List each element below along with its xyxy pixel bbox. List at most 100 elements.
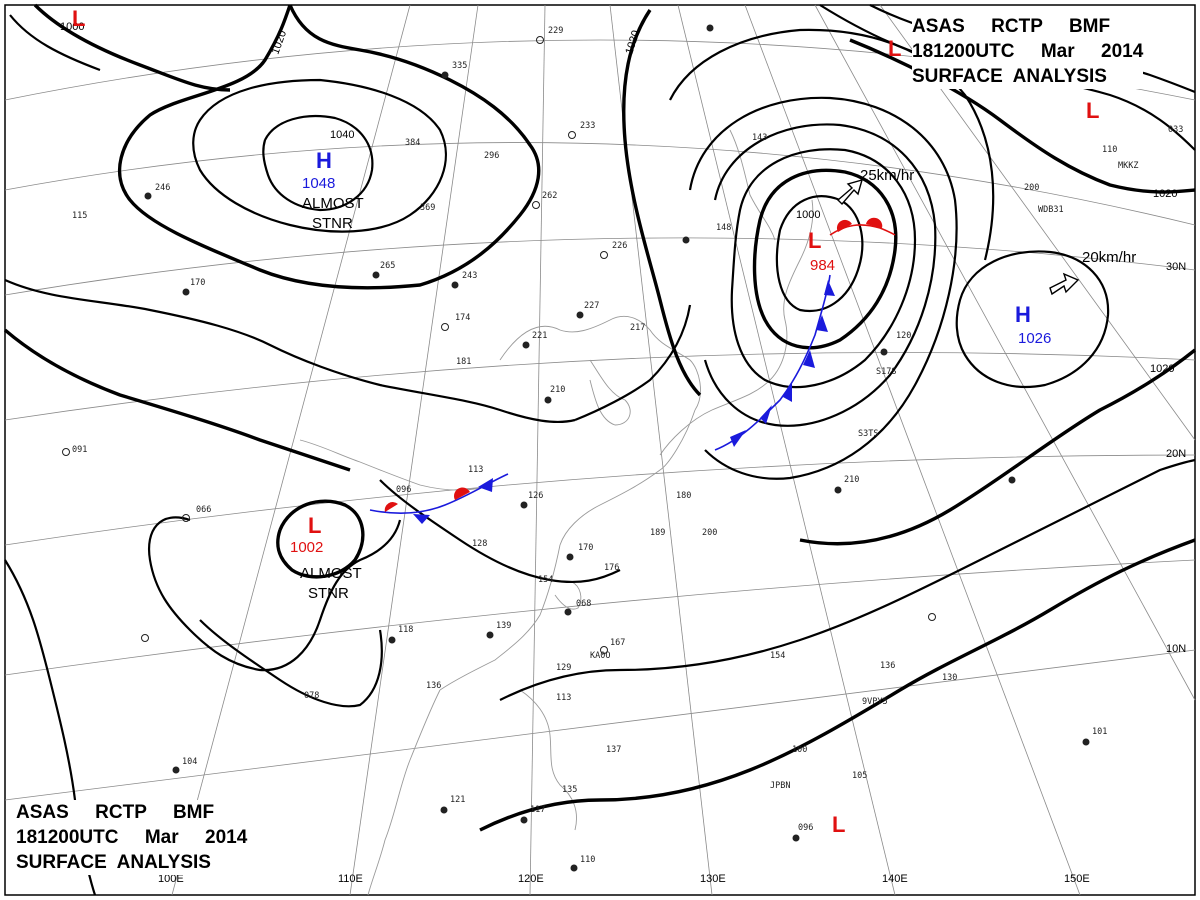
station-value: 210 (550, 385, 565, 395)
station-marker-icon (566, 553, 574, 561)
station-value: 135 (562, 785, 577, 795)
warm-front-semicircle (866, 217, 883, 228)
station-marker-icon (144, 192, 152, 200)
axis-labels: 30N 20N 10N 100E 110E 120E 130E 140E 150… (158, 261, 1186, 885)
station-marker-icon (834, 486, 842, 494)
station-value: 096 (798, 823, 813, 833)
low-center-letter: L (888, 36, 901, 61)
isobar-label-1000-low: 1000 (796, 209, 820, 221)
coast-indochina (367, 689, 441, 896)
isobar-1048 (262, 114, 374, 212)
lat-label-10n: 10N (1166, 643, 1186, 655)
station-marker-icon (440, 806, 448, 814)
station-value: 189 (650, 528, 665, 538)
title-block-top: ASAS RCTP BMF 181200UTC Mar 2014 SURFACE… (912, 14, 1144, 89)
low-center-letter: L (808, 228, 821, 253)
station-value: 200 (1024, 183, 1039, 193)
cold-front-japan (714, 274, 831, 451)
title-top-line1: ASAS RCTP BMF (912, 16, 1111, 37)
title-bottom-line1: ASAS RCTP BMF (16, 802, 215, 823)
station-value: 118 (398, 625, 413, 635)
isobar-label-1020-east: 1020 (1153, 188, 1177, 200)
station-value: 121 (450, 795, 465, 805)
cold-front-triangle (803, 350, 815, 368)
isobar-1020-south (799, 348, 1197, 546)
isobar-1012-south (479, 538, 1196, 832)
cold-front-triangle (760, 405, 772, 424)
isobar-1012 (3, 328, 351, 472)
station-value: 335 (452, 61, 467, 71)
isobar-label-1040: 1040 (330, 129, 354, 141)
station-marker-icon (1008, 476, 1016, 484)
lon-label-130e: 130E (700, 873, 726, 885)
isobar-1024-high (955, 250, 1110, 389)
annotations: ALMOST STNR ALMOST STNR 25km/hr 20km/hr (300, 167, 1136, 602)
station-value: 113 (468, 465, 483, 475)
isobar-1044 (192, 78, 447, 233)
coast-china-south (439, 544, 561, 691)
isobar-labels: 1000 1020 1020 1040 1000 1020 1020 (60, 21, 1177, 375)
station-value: 129 (556, 663, 571, 673)
station-value: 033 (1168, 125, 1183, 135)
station-value: 101 (1092, 727, 1107, 737)
station-value: 296 (484, 151, 499, 161)
station-value: 100 (792, 745, 807, 755)
lon-label-150e: 150E (1064, 873, 1090, 885)
grid-lat-15n (4, 559, 1196, 676)
lon-label-110e: 110E (338, 873, 363, 885)
motion-arrow-low-icon (836, 178, 864, 206)
high-center-letter: H (316, 148, 332, 173)
station-id: S3TS (858, 429, 878, 439)
station-value: 148 (716, 223, 731, 233)
coastlines (299, 129, 814, 896)
station-value: 369 (420, 203, 435, 213)
isobar-1008 (199, 619, 383, 708)
station-value: 167 (610, 638, 625, 648)
station-value: 143 (752, 133, 767, 143)
isobar-1024 (4, 278, 576, 424)
grid-lat-30n (4, 237, 1196, 296)
station-value: 226 (612, 241, 627, 251)
station-marker-icon (564, 608, 572, 616)
station-id: WDB31 (1038, 205, 1064, 215)
station-marker-icon (522, 341, 530, 349)
isobar-988 (775, 195, 864, 313)
station-value: 170 (578, 543, 593, 553)
station-value: 128 (472, 539, 487, 549)
cold-front-triangle (783, 382, 792, 402)
station-marker-icon (441, 71, 449, 79)
isobar-1024-east (574, 304, 692, 422)
isobars (3, 3, 1197, 896)
coast-china-north (499, 316, 701, 411)
station-marker-icon (544, 396, 552, 404)
stationary-front-semicircle (454, 487, 470, 500)
stationary-front-triangle (478, 478, 493, 492)
station-marker-icon (682, 236, 690, 244)
station-value: 137 (606, 745, 621, 755)
coast-china-east (559, 409, 696, 546)
grid-lon-120e (529, 4, 546, 896)
station-value: 078 (304, 691, 319, 701)
station-value: 176 (604, 563, 619, 573)
fronts (369, 217, 896, 524)
station-markers (62, 24, 1090, 872)
annotation-stnr-south: STNR (308, 585, 349, 602)
title-block-bottom: ASAS RCTP BMF 181200UTC Mar 2014 SURFACE… (16, 800, 248, 875)
station-marker-icon (141, 634, 149, 642)
high-center-value: 1048 (302, 175, 335, 192)
station-id: 9VPY5 (862, 697, 888, 707)
lon-label-120e: 120E (518, 873, 544, 885)
station-value: 136 (880, 661, 895, 671)
low-center-letter: L (308, 513, 321, 538)
isobar-1004 (147, 516, 402, 672)
station-plots: 229 335 233 384 296 246 369 262 226 265 … (72, 26, 1183, 865)
station-value: 262 (542, 191, 557, 201)
station-value: 200 (702, 528, 717, 538)
station-value: 170 (190, 278, 205, 288)
annotation-almost-south: ALMOST (300, 565, 362, 582)
station-marker-icon (62, 448, 70, 456)
lat-label-20n: 20N (1166, 448, 1186, 460)
station-value: 117 (530, 805, 545, 815)
station-marker-icon (182, 514, 190, 522)
station-marker-icon (388, 636, 396, 644)
